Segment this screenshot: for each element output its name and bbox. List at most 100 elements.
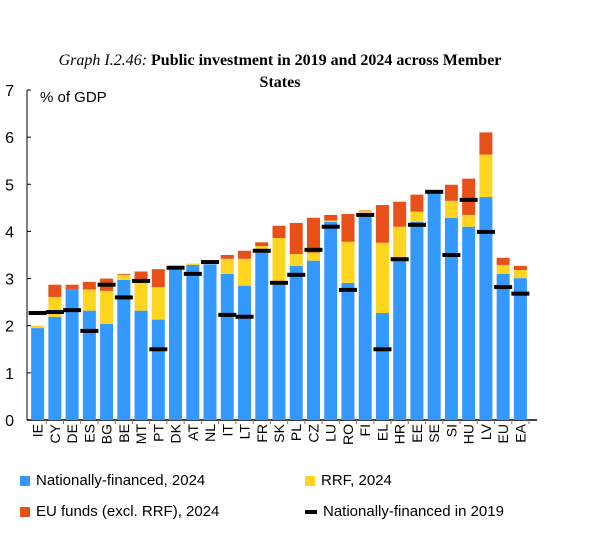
bar-rrf-2024-HU xyxy=(462,214,476,227)
bar-eu-funds-2024-EU xyxy=(496,257,510,265)
legend-label: Nationally-financed in 2019 xyxy=(323,503,504,520)
bar-rrf-2024-LV xyxy=(479,154,493,198)
bar-national-2024-IE xyxy=(31,328,45,420)
marker-national-2019-EA xyxy=(511,291,530,296)
bar-eu-funds-2024-EL xyxy=(375,205,389,243)
x-tick-label: FI xyxy=(357,424,373,436)
x-tick-label: LT xyxy=(237,424,253,440)
y-tick-label: 2 xyxy=(5,319,14,336)
bar-national-2024-AT xyxy=(186,264,200,420)
bar-rrf-2024-RO xyxy=(341,241,355,283)
x-tick-label: EL xyxy=(374,424,390,441)
x-tick-label: BE xyxy=(116,424,132,443)
bar-rrf-2024-MT xyxy=(134,279,148,311)
bar-national-2024-DE xyxy=(65,288,79,420)
x-tick-label: SI xyxy=(443,424,459,437)
bar-eu-funds-2024-CY xyxy=(48,284,62,297)
bar-national-2024-RO xyxy=(341,282,355,420)
legend-label: EU funds (excl. RRF), 2024 xyxy=(36,503,220,520)
marker-national-2019-MT xyxy=(132,278,151,283)
x-tick-label: EE xyxy=(409,424,425,443)
chart-title: Graph I.2.46: Public investment in 2019 … xyxy=(40,50,520,94)
y-tick-label: 7 xyxy=(5,83,14,100)
marker-national-2019-ES xyxy=(80,328,99,333)
marker-national-2019-EE xyxy=(407,222,426,227)
bar-national-2024-LT xyxy=(238,285,252,420)
x-tick-label: IT xyxy=(219,424,235,437)
bar-rrf-2024-CZ xyxy=(306,252,320,261)
bar-eu-funds-2024-HU xyxy=(462,178,476,215)
marker-national-2019-BE xyxy=(114,295,133,300)
marker-national-2019-NL xyxy=(201,260,220,265)
bar-eu-funds-2024-MT xyxy=(134,271,148,280)
x-tick-label: HU xyxy=(461,424,477,444)
marker-national-2019-BG xyxy=(97,282,116,287)
bar-national-2024-EE xyxy=(410,222,424,420)
legend-item-national-2024: Nationally-financed, 2024 xyxy=(20,472,205,489)
marker-national-2019-IT xyxy=(218,312,237,317)
bar-national-2024-LU xyxy=(324,222,338,420)
bar-eu-funds-2024-PT xyxy=(151,269,165,288)
bar-national-2024-CZ xyxy=(306,260,320,420)
bar-rrf-2024-AT xyxy=(186,263,200,265)
bar-eu-funds-2024-SI xyxy=(444,184,458,201)
bar-rrf-2024-IE xyxy=(31,325,45,329)
bar-eu-funds-2024-DE xyxy=(65,284,79,289)
marker-national-2019-FI xyxy=(356,212,375,217)
x-tick-label: PT xyxy=(150,424,166,442)
bar-rrf-2024-PL xyxy=(289,254,303,266)
marker-national-2019-RO xyxy=(338,287,357,292)
legend-marker-dash xyxy=(305,509,317,514)
bar-rrf-2024-EA xyxy=(513,270,527,279)
y-tick-label: 6 xyxy=(5,130,14,147)
bar-national-2024-LV xyxy=(479,197,493,420)
bar-eu-funds-2024-LT xyxy=(238,250,252,259)
bar-national-2024-EA xyxy=(513,278,527,420)
marker-national-2019-EL xyxy=(373,347,392,352)
y-tick-label: 5 xyxy=(5,177,14,194)
bar-national-2024-FI xyxy=(358,216,372,420)
x-tick-label: ES xyxy=(81,424,97,443)
bar-rrf-2024-EL xyxy=(375,242,389,313)
x-tick-label: BG xyxy=(99,424,115,444)
bar-national-2024-MT xyxy=(134,310,148,420)
legend-item-national-2019: Nationally-financed in 2019 xyxy=(305,503,504,520)
bar-national-2024-ES xyxy=(82,310,96,420)
bar-eu-funds-2024-IT xyxy=(220,255,234,259)
x-tick-label: CY xyxy=(47,423,63,443)
bar-national-2024-EL xyxy=(375,312,389,420)
bar-eu-funds-2024-ES xyxy=(82,281,96,290)
bar-eu-funds-2024-BE xyxy=(117,273,131,275)
legend-swatch-red xyxy=(20,506,30,517)
bar-rrf-2024-PT xyxy=(151,287,165,320)
x-tick-label: RO xyxy=(340,424,356,445)
legend-label: RRF, 2024 xyxy=(321,472,392,489)
bar-rrf-2024-BG xyxy=(100,290,114,324)
x-tick-label: DE xyxy=(64,424,80,443)
marker-national-2019-DE xyxy=(63,308,82,313)
x-tick-label: EU xyxy=(495,424,511,443)
bar-eu-funds-2024-FR xyxy=(255,242,269,247)
marker-national-2019-PL xyxy=(287,272,306,277)
legend-label: Nationally-financed, 2024 xyxy=(36,472,206,489)
marker-national-2019-AT xyxy=(183,271,202,276)
y-tick-label: 4 xyxy=(5,224,14,241)
bar-rrf-2024-SK xyxy=(272,238,286,285)
x-tick-label: LV xyxy=(478,423,494,440)
bar-national-2024-SE xyxy=(427,193,441,420)
bar-national-2024-NL xyxy=(203,264,217,420)
x-tick-label: PL xyxy=(288,424,304,441)
marker-national-2019-FR xyxy=(252,248,271,253)
bar-rrf-2024-LT xyxy=(238,258,252,286)
x-tick-label: IE xyxy=(30,424,46,437)
x-tick-label: SK xyxy=(271,423,287,442)
title-prefix: Graph I.2.46: xyxy=(58,52,148,69)
y-tick-label: 1 xyxy=(5,366,14,383)
bar-eu-funds-2024-SK xyxy=(272,225,286,239)
bar-national-2024-PL xyxy=(289,265,303,420)
bar-rrf-2024-ES xyxy=(82,289,96,311)
legend-swatch-yellow xyxy=(305,475,315,486)
y-tick-label: 0 xyxy=(5,413,14,430)
x-tick-label: SE xyxy=(426,424,442,443)
